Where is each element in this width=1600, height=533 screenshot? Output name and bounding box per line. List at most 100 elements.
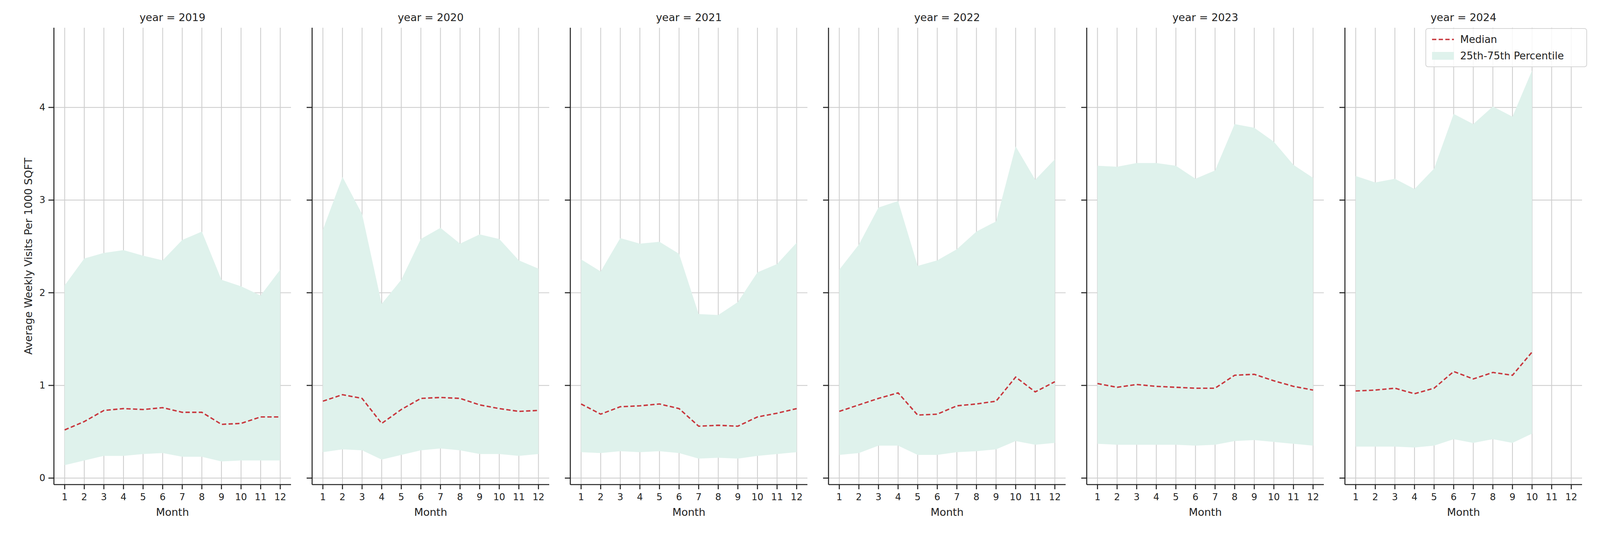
percentile-band — [64, 231, 281, 466]
x-tick-label: 4 — [1153, 491, 1159, 503]
median-line — [64, 407, 281, 431]
median-line — [581, 404, 797, 427]
grid-line-y — [1086, 477, 1324, 479]
y-axis-line — [1344, 27, 1346, 485]
x-tick — [858, 484, 860, 490]
x-tick-label: 6 — [934, 491, 941, 503]
figure: 01234123456789101112year = 2019MonthAver… — [0, 0, 1600, 533]
y-tick — [48, 107, 54, 109]
x-tick — [698, 484, 700, 490]
x-axis-label: Month — [1446, 506, 1481, 519]
y-tick — [1081, 292, 1087, 294]
x-tick-label: 7 — [1470, 491, 1477, 503]
x-tick-label: 10 — [493, 491, 506, 503]
x-tick-label: 6 — [417, 491, 424, 503]
x-tick-label: 2 — [81, 491, 88, 503]
data-group — [64, 231, 281, 466]
grid-line-y — [570, 477, 808, 479]
x-tick-label: 10 — [235, 491, 248, 503]
x-tick — [975, 484, 977, 490]
x-tick — [1492, 484, 1494, 490]
x-tick-label: 2 — [1114, 491, 1120, 503]
grid-line-y — [1344, 477, 1583, 479]
median-line — [839, 377, 1056, 416]
x-tick — [518, 484, 520, 490]
x-tick — [1312, 484, 1314, 490]
y-tick — [823, 477, 829, 479]
x-tick-label: 4 — [636, 491, 643, 503]
percentile-band — [581, 238, 797, 459]
x-tick-label: 10 — [1009, 491, 1022, 503]
x-tick — [600, 484, 602, 490]
x-axis-label: Month — [155, 506, 190, 519]
x-tick — [717, 484, 719, 490]
x-tick — [678, 484, 680, 490]
x-tick — [181, 484, 183, 490]
x-tick-label: 7 — [1212, 491, 1218, 503]
x-tick — [221, 484, 223, 490]
x-tick — [1096, 484, 1099, 490]
x-tick-label: 12 — [1307, 491, 1320, 503]
grid-line-y — [312, 107, 550, 108]
grid-line-y — [53, 477, 292, 479]
x-tick — [1453, 484, 1455, 490]
x-tick-label: 3 — [100, 491, 107, 503]
x-axis-line — [828, 484, 1066, 486]
x-tick-label: 5 — [1173, 491, 1179, 503]
x-tick — [1273, 484, 1275, 490]
panel: 123456789101112year = 2021Month — [564, 11, 808, 519]
y-tick — [1339, 292, 1345, 294]
x-tick — [1551, 484, 1553, 490]
x-tick — [103, 484, 105, 490]
percentile-band — [323, 176, 539, 460]
y-tick — [1339, 107, 1345, 109]
panel: 01234123456789101112year = 2019MonthAver… — [22, 11, 292, 519]
x-tick — [838, 484, 840, 490]
y-tick — [564, 385, 571, 387]
x-tick — [1034, 484, 1036, 490]
x-tick-label: 11 — [512, 491, 525, 503]
x-tick-label: 5 — [140, 491, 147, 503]
x-tick-label: 1 — [61, 491, 68, 503]
percentile-band — [1355, 70, 1533, 448]
x-tick-label: 1 — [1352, 491, 1359, 503]
x-tick-label: 12 — [790, 491, 803, 503]
x-axis-line — [1344, 484, 1583, 486]
y-tick — [306, 292, 313, 294]
x-tick-label: 1 — [319, 491, 326, 503]
x-tick — [1253, 484, 1256, 490]
x-axis-label: Month — [1188, 506, 1222, 519]
x-tick — [897, 484, 899, 490]
x-tick — [381, 484, 383, 490]
panel-title: year = 2024 — [1430, 11, 1497, 24]
x-tick — [936, 484, 938, 490]
x-tick-label: 3 — [358, 491, 365, 503]
x-tick — [201, 484, 203, 490]
x-tick — [123, 484, 125, 490]
x-tick — [260, 484, 262, 490]
x-tick-label: 11 — [1545, 491, 1558, 503]
x-tick — [1054, 484, 1056, 490]
y-tick — [1081, 199, 1087, 201]
x-tick-label: 4 — [1411, 491, 1418, 503]
grid-line-x — [1570, 27, 1572, 485]
x-tick — [1433, 484, 1435, 490]
x-axis-label: Month — [672, 506, 706, 519]
y-tick — [564, 292, 571, 294]
x-tick-label: 6 — [1450, 491, 1457, 503]
x-tick-label: 12 — [1048, 491, 1061, 503]
x-tick — [1175, 484, 1177, 490]
grid-line-x — [1551, 27, 1552, 485]
x-tick — [1472, 484, 1474, 490]
x-tick-label: 3 — [617, 491, 624, 503]
x-tick-label: 11 — [771, 491, 784, 503]
x-tick — [64, 484, 66, 490]
x-axis-line — [312, 484, 550, 486]
panel-title: year = 2022 — [914, 11, 981, 24]
x-tick — [341, 484, 343, 490]
data-group — [1355, 70, 1533, 448]
y-tick — [564, 477, 571, 479]
y-tick-label: 0 — [39, 472, 46, 484]
x-tick-label: 7 — [953, 491, 960, 503]
data-group — [1097, 124, 1314, 446]
